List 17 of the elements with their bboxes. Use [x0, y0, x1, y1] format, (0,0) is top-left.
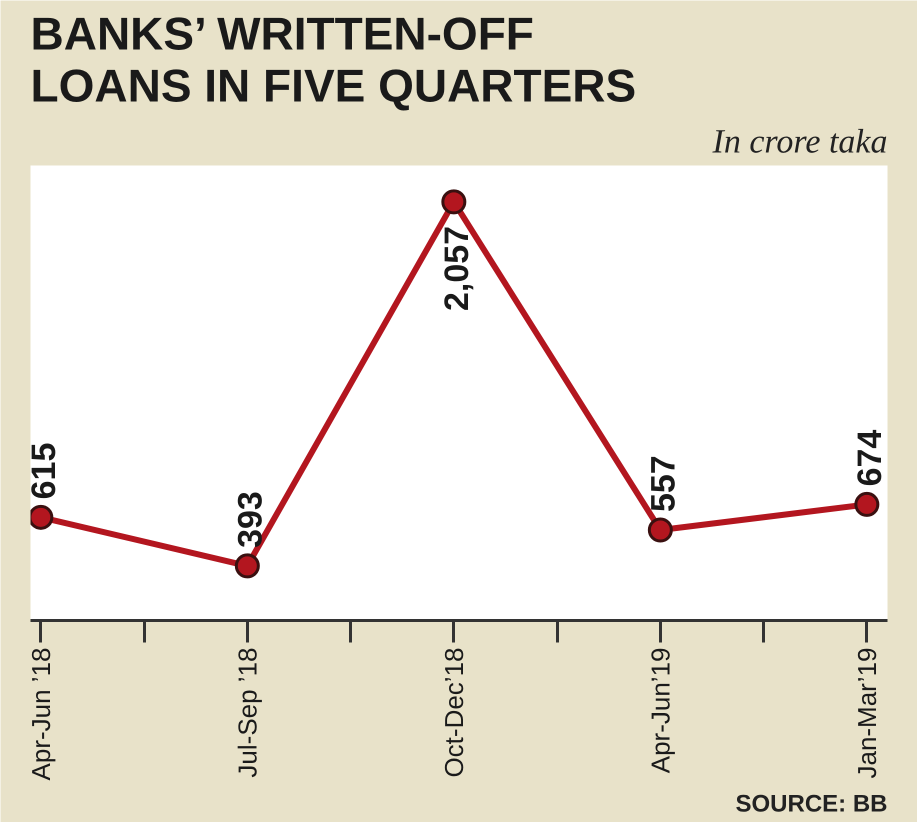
x-tick-label: Oct-Dec’18	[438, 647, 469, 778]
x-tick-label: Apr-Jun’19	[645, 648, 676, 774]
point	[441, 189, 466, 214]
point	[234, 553, 260, 578]
x-tick-label: Jan-Mar’19	[852, 648, 882, 779]
data-label: 393	[231, 491, 270, 548]
data-label: 2,057	[438, 226, 476, 311]
source-note: SOURCE: BB	[735, 790, 888, 818]
x-tick-label: Jul-Sep ’18	[232, 648, 262, 778]
point	[648, 518, 673, 543]
data-label: 615	[24, 442, 63, 500]
point	[854, 492, 880, 517]
chart-subtitle: In crore taka	[712, 124, 888, 160]
chart-title: BANKS’ WRITTEN-OFF LOANS IN FIVE QUARTERS	[30, 8, 636, 112]
x-tick-label: Apr-Jun ’18	[26, 647, 56, 780]
data-label: 557	[644, 455, 682, 512]
data-label: 674	[850, 430, 889, 486]
